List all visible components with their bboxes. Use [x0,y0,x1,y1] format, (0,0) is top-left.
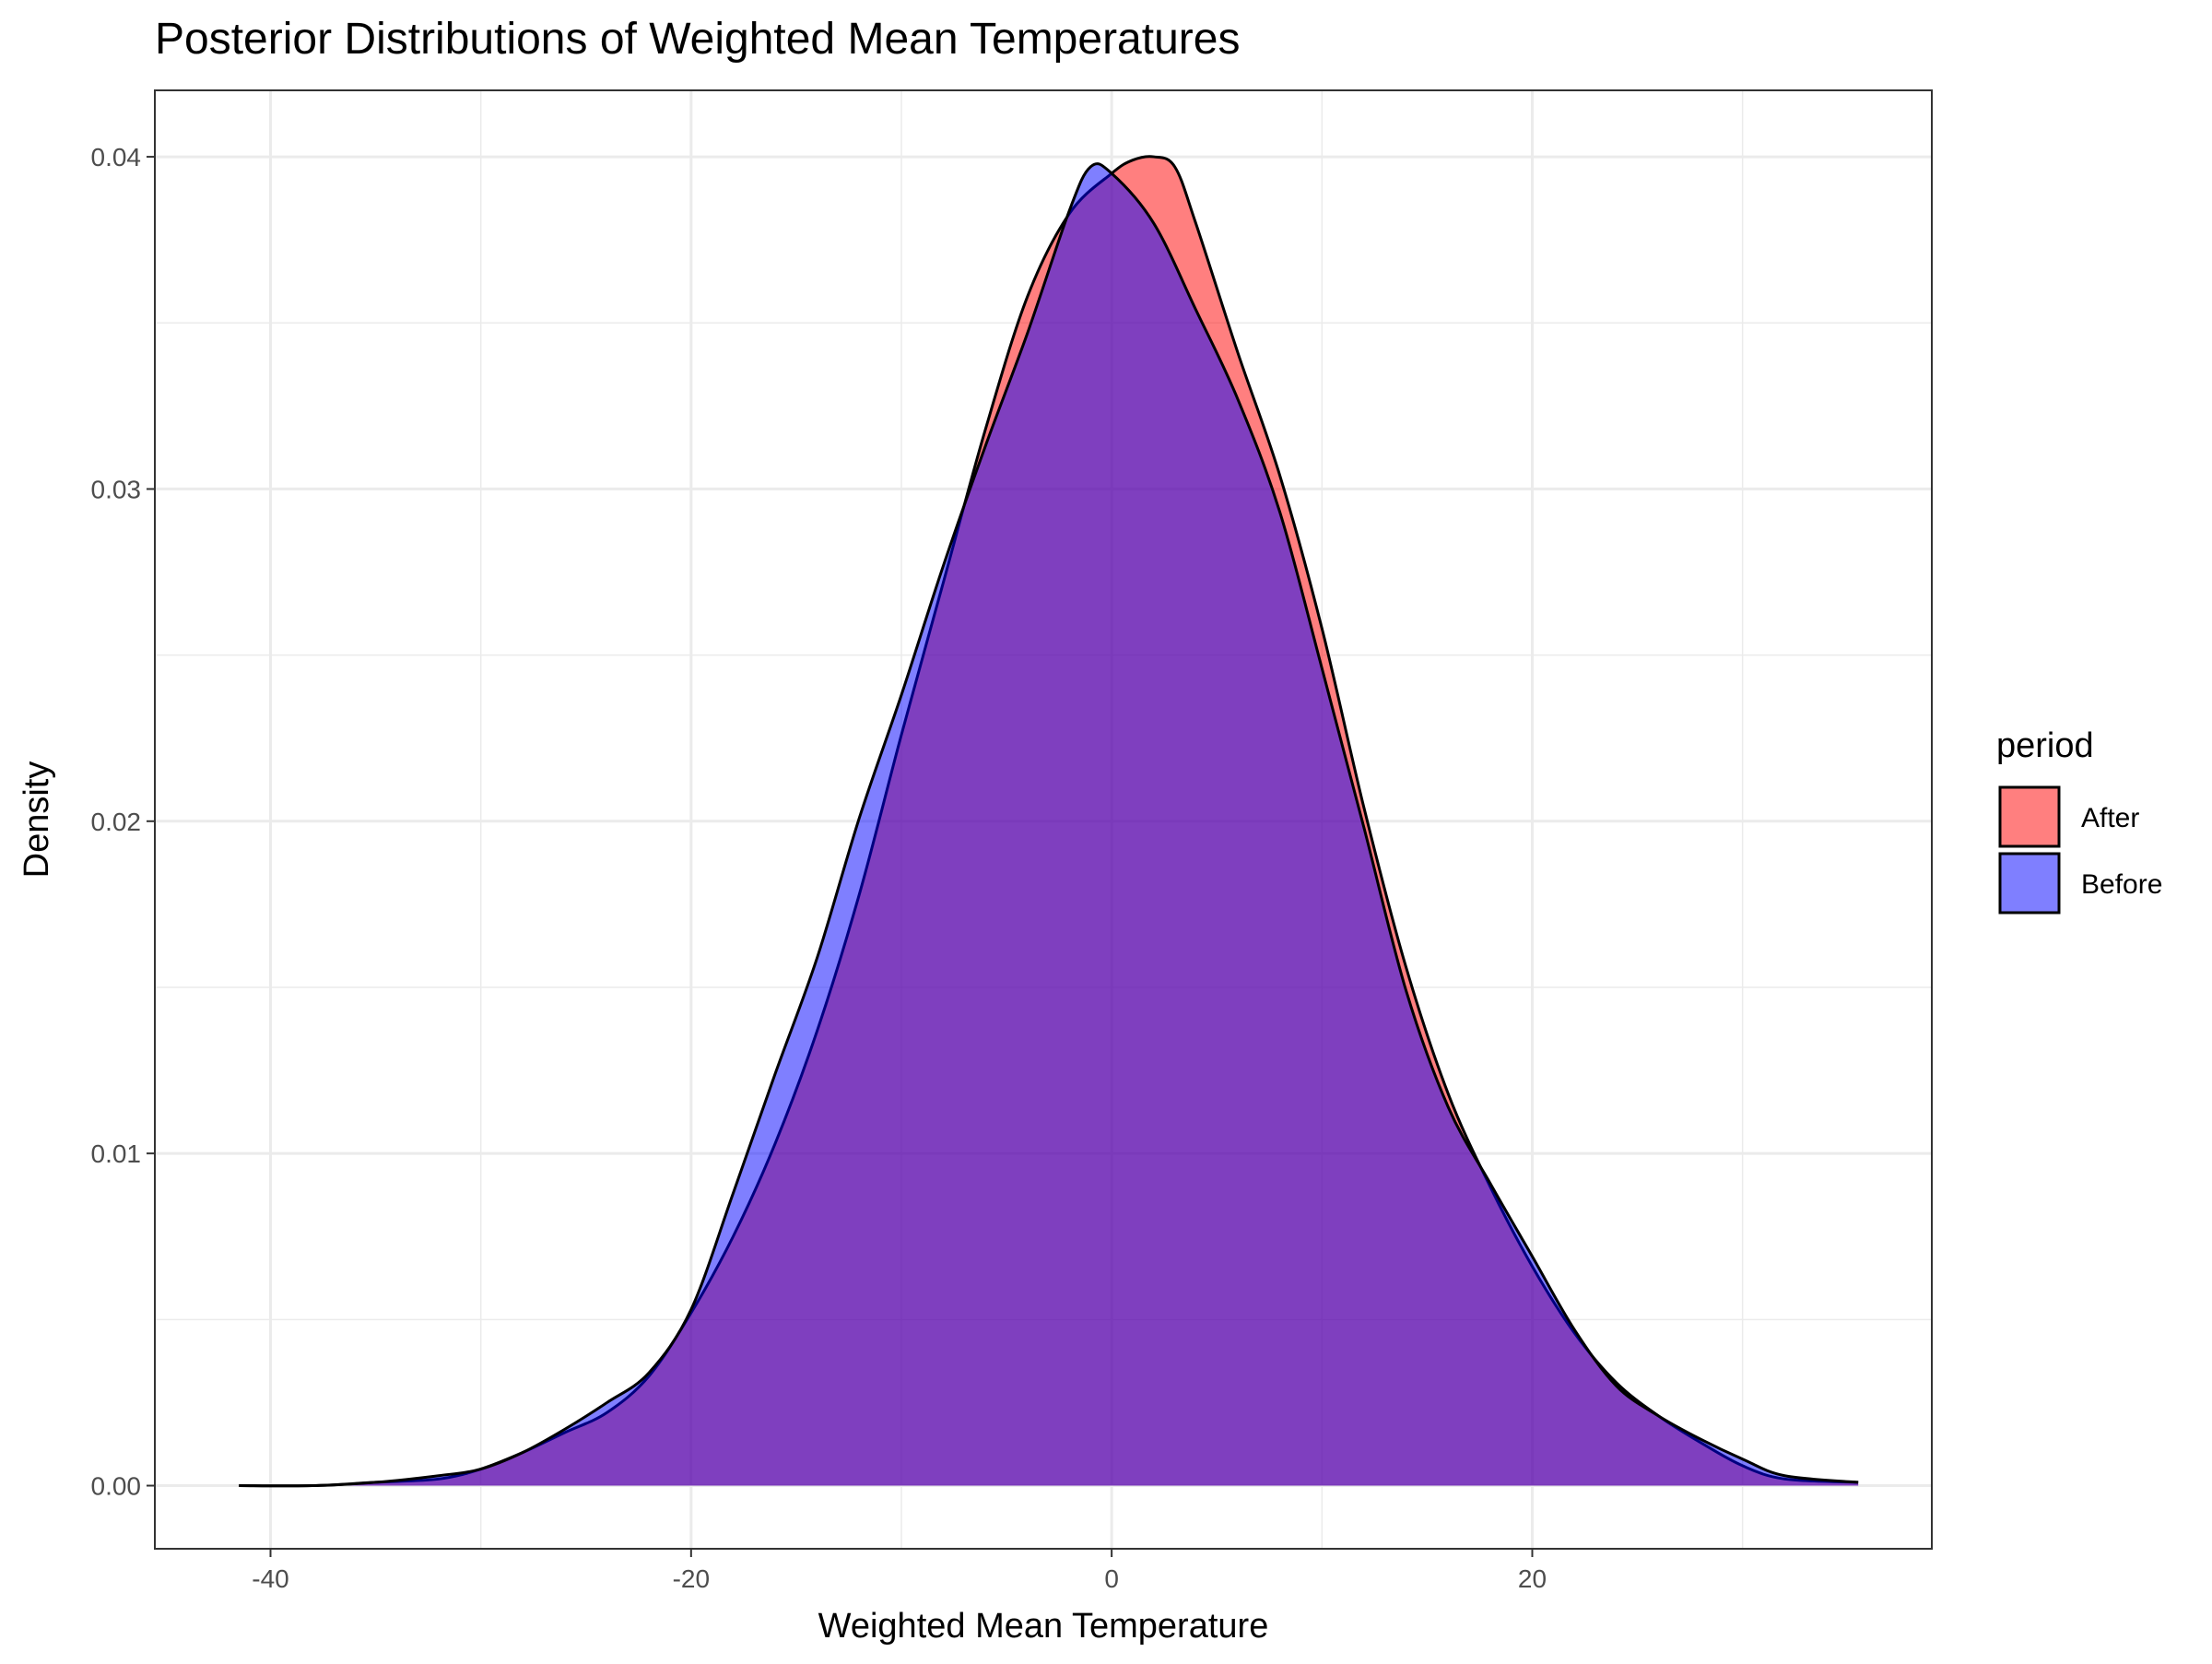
y-axis: 0.00 0.01 0.02 0.03 0.04 [91,143,155,1501]
x-tick-label: -20 [673,1564,710,1593]
legend-swatch-before [1998,852,2061,915]
y-tick-label: 0.04 [91,143,142,171]
plot-panel-border [154,89,1933,1550]
density-area-before [239,163,1859,1486]
x-axis: -40 -20 0 20 [252,1549,1547,1593]
y-tick-label: 0.02 [91,808,142,836]
x-tick-label: 20 [1518,1564,1547,1593]
y-tick-label: 0.03 [91,475,142,503]
legend-label-before: Before [2081,869,2162,900]
legend-label-after: After [2081,803,2139,833]
legend-swatch-after [1998,785,2061,848]
x-tick-label: -40 [252,1564,288,1593]
y-tick-label: 0.01 [91,1139,142,1168]
y-axis-title: Density [18,761,56,879]
x-axis-title: Weighted Mean Temperature [818,1607,1269,1646]
y-tick-label: 0.00 [91,1472,142,1501]
chart-title: Posterior Distributions of Weighted Mean… [155,15,1240,64]
plot-panel [154,89,1933,1550]
legend-title: period [1996,726,2094,765]
legend-items: After Before [1998,785,2162,915]
density-line-before [239,162,1859,1488]
density-areas [239,155,1859,1488]
x-tick-label: 0 [1104,1564,1119,1593]
legend: period After Before [1996,726,2162,915]
